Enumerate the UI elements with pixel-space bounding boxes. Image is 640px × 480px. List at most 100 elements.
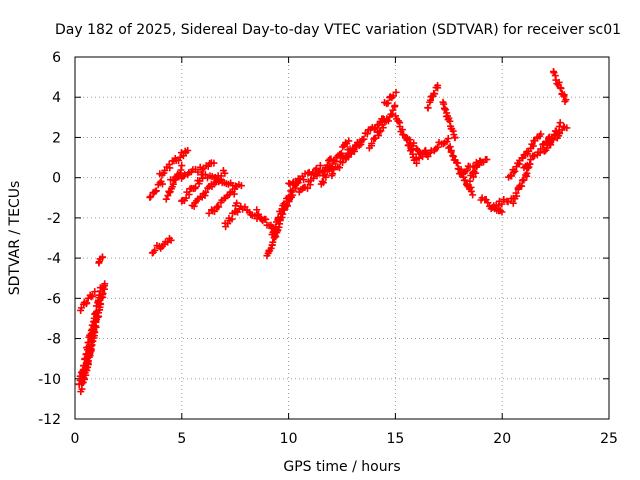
axis-ticks — [74, 56, 610, 420]
data-point — [89, 292, 97, 300]
data-point — [391, 102, 399, 110]
data-point — [389, 92, 397, 100]
data-point — [527, 156, 535, 164]
data-point — [277, 210, 285, 218]
data-point — [91, 328, 99, 336]
data-point — [463, 167, 471, 175]
data-point — [469, 191, 477, 199]
data-point — [433, 143, 441, 151]
data-point — [415, 154, 423, 162]
data-point — [92, 302, 100, 310]
x-axis-label: GPS time / hours — [283, 459, 400, 475]
data-point — [375, 132, 383, 140]
data-point — [267, 244, 275, 252]
data-point — [194, 168, 202, 176]
data-point — [407, 145, 415, 153]
x-tick-label: 0 — [71, 431, 80, 447]
data-point — [410, 139, 418, 147]
data-point — [406, 136, 414, 144]
data-point — [272, 233, 280, 241]
data-point — [192, 183, 200, 191]
data-point — [147, 193, 155, 201]
data-point — [360, 135, 368, 143]
data-point — [83, 299, 91, 307]
data-point — [319, 179, 327, 187]
data-point — [233, 199, 241, 207]
data-point — [165, 189, 173, 197]
x-tick-label: 25 — [600, 431, 618, 447]
data-point — [392, 88, 400, 96]
data-point — [431, 90, 439, 98]
data-point — [185, 191, 193, 199]
data-point — [368, 140, 376, 148]
data-point — [424, 104, 432, 112]
y-tick-label: 2 — [52, 130, 61, 146]
data-point — [86, 352, 94, 360]
data-point — [318, 177, 326, 185]
data-point — [562, 96, 570, 104]
y-tick-label: -8 — [47, 332, 61, 348]
x-tick-labels: 0 5 10 15 20 25 — [71, 431, 618, 447]
data-point — [537, 145, 545, 153]
data-point — [563, 124, 571, 132]
data-point — [182, 194, 190, 202]
y-axis-label: SDTVAR / TECUs — [7, 181, 23, 296]
data-point — [152, 187, 160, 195]
data-point — [167, 236, 175, 244]
data-point — [441, 105, 449, 113]
data-point — [419, 153, 427, 161]
data-point — [526, 160, 534, 168]
data-point — [510, 168, 518, 176]
data-point — [269, 238, 277, 246]
data-point — [343, 152, 351, 160]
data-point — [467, 187, 475, 195]
data-point — [178, 162, 186, 170]
data-point — [442, 106, 450, 114]
data-point — [560, 91, 568, 99]
data-point — [91, 288, 99, 296]
x-tick-label: 20 — [493, 431, 511, 447]
y-tick-label: -2 — [47, 211, 61, 227]
data-point — [434, 84, 442, 92]
data-point — [316, 162, 324, 170]
data-point — [508, 172, 516, 180]
data-point — [537, 130, 545, 138]
y-tick-label: 4 — [52, 90, 61, 106]
data-point — [511, 167, 519, 175]
data-point — [451, 134, 459, 142]
data-point — [215, 203, 223, 211]
data-point — [262, 215, 270, 223]
data-point — [461, 176, 469, 184]
data-point — [336, 164, 344, 172]
data-point — [211, 207, 219, 215]
data-point — [555, 78, 563, 86]
grid-lines — [75, 57, 609, 419]
data-point — [557, 84, 565, 92]
data-point — [202, 188, 210, 196]
data-point — [270, 226, 278, 234]
data-point — [304, 184, 312, 192]
y-tick-label: 6 — [52, 50, 61, 66]
data-point — [483, 156, 491, 164]
data-point — [384, 117, 392, 125]
data-point — [472, 169, 480, 177]
data-point — [84, 357, 92, 365]
y-tick-label: -10 — [38, 372, 61, 388]
data-point — [329, 170, 337, 178]
data-point — [443, 138, 451, 146]
data-point — [322, 173, 330, 181]
data-point — [300, 176, 308, 184]
data-point — [363, 130, 371, 138]
y-tick-label: -12 — [38, 412, 61, 428]
data-point — [384, 99, 392, 107]
y-tick-label: -4 — [47, 251, 61, 267]
data-point — [77, 304, 85, 312]
data-point — [549, 136, 557, 144]
data-point — [99, 253, 107, 261]
data-point — [99, 289, 107, 297]
data-point — [166, 164, 174, 172]
data-point — [466, 177, 474, 185]
data-point — [379, 124, 387, 132]
data-point — [504, 198, 512, 206]
